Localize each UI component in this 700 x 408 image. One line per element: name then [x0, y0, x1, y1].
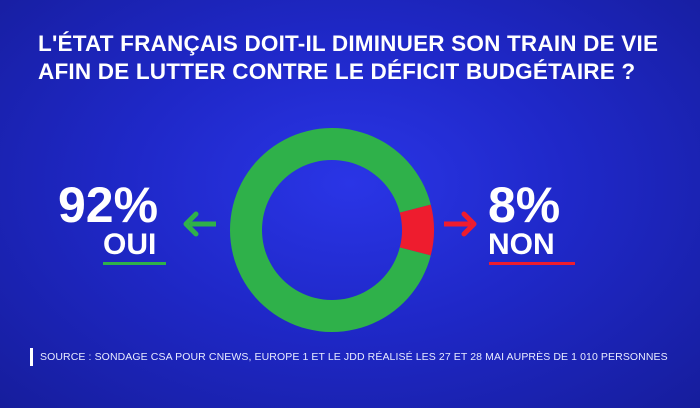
arrow-right-icon: [444, 211, 477, 237]
no-label: NON: [488, 228, 555, 261]
donut-slice-non: [399, 204, 434, 256]
donut-slice-oui: [230, 127, 431, 332]
title-line-1: L'ÉTAT FRANÇAIS DOIT-IL DIMINUER SON TRA…: [38, 31, 659, 56]
title-line-2: AFIN DE LUTTER CONTRE LE DÉFICIT BUDGÉTA…: [38, 59, 636, 84]
source-marker: [30, 348, 33, 366]
arrow-left-icon: [183, 211, 216, 237]
yes-label: OUI: [103, 228, 157, 261]
chart-title: L'ÉTAT FRANÇAIS DOIT-IL DIMINUER SON TRA…: [38, 30, 678, 86]
no-percentage: 8%: [488, 177, 561, 233]
yes-underline: [103, 262, 166, 265]
yes-percentage: 92%: [58, 177, 159, 233]
no-underline: [489, 262, 575, 265]
source-note: SOURCE : SONDAGE CSA POUR CNEWS, EUROPE …: [40, 351, 668, 363]
